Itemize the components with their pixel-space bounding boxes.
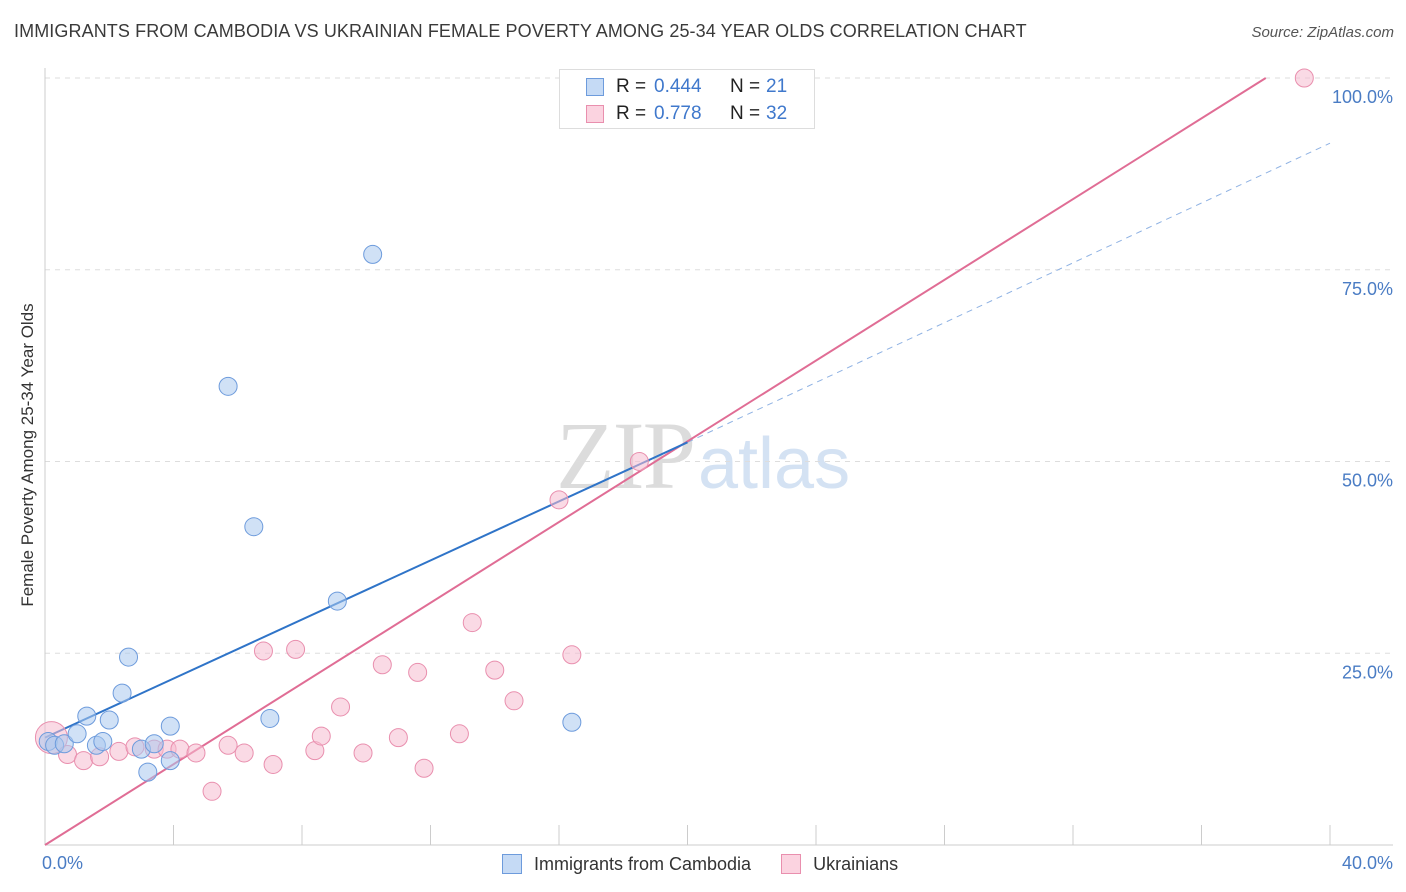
grid-lines	[45, 77, 1393, 654]
point-ukrainians	[462, 613, 482, 633]
point-ukrainians	[234, 743, 254, 763]
point-ukrainians	[311, 726, 331, 746]
point-ukrainians	[202, 781, 222, 801]
point-cambodia	[77, 706, 97, 726]
legend-swatch-ukrainians	[586, 105, 604, 123]
point-cambodia	[260, 708, 280, 728]
chart-title: IMMIGRANTS FROM CAMBODIA VS UKRAINIAN FE…	[14, 21, 1027, 41]
legend-n-value-ukrainians: 32	[766, 103, 788, 124]
legend-label-ukrainians: Ukrainians	[813, 853, 899, 874]
legend-swatch-cambodia	[502, 854, 522, 874]
data-points	[34, 68, 1314, 801]
point-cambodia	[327, 591, 347, 611]
series-legend: Immigrants from Cambodia Ukrainians	[502, 851, 928, 877]
point-cambodia	[54, 734, 74, 754]
trendline-ukrainians	[44, 77, 1267, 846]
tick-labels: 25.0% 50.0% 75.0% 100.0% 0.0% 40.0%	[42, 87, 1393, 873]
point-ukrainians	[286, 639, 306, 659]
point-ukrainians	[388, 728, 408, 748]
legend-r-label: R =	[616, 103, 647, 124]
y-tick-label: 100.0%	[1332, 87, 1393, 107]
source-label: Source: ZipAtlas.com	[1251, 24, 1394, 41]
point-cambodia	[363, 244, 383, 264]
point-ukrainians	[186, 743, 206, 763]
legend-swatch-ukrainians	[781, 854, 802, 874]
point-ukrainians	[218, 735, 238, 755]
legend-n-value-cambodia: 21	[766, 76, 788, 97]
point-ukrainians	[562, 645, 582, 665]
legend-item-ukrainians[interactable]: Ukrainians	[781, 854, 898, 875]
correlation-legend: R = 0.444 N = 21 R = 0.778 N = 32	[559, 69, 815, 129]
y-tick-label: 75.0%	[1342, 279, 1393, 299]
x-tick-label: 0.0%	[42, 853, 83, 873]
point-cambodia	[144, 734, 164, 754]
point-cambodia	[93, 731, 113, 751]
legend-n-label: N =	[730, 76, 761, 97]
point-ukrainians	[263, 754, 283, 774]
point-cambodia	[562, 712, 582, 732]
legend-row-ukrainians: R = 0.778 N = 32	[586, 102, 787, 126]
legend-swatch-cambodia	[586, 78, 604, 96]
legend-r-label: R =	[616, 76, 647, 97]
point-cambodia	[119, 647, 139, 667]
legend-item-cambodia[interactable]: Immigrants from Cambodia	[502, 854, 751, 875]
point-cambodia	[160, 716, 180, 736]
point-ukrainians	[372, 655, 392, 675]
point-ukrainians	[549, 490, 569, 510]
point-cambodia	[160, 751, 180, 771]
y-tick-label: 25.0%	[1342, 662, 1393, 682]
y-tick-label: 50.0%	[1342, 471, 1393, 491]
point-cambodia	[244, 517, 264, 537]
point-ukrainians	[408, 662, 428, 682]
x-tick-label: 40.0%	[1342, 853, 1393, 873]
trendline-cambodia-extension	[687, 142, 1331, 443]
point-ukrainians	[414, 758, 434, 778]
point-cambodia	[112, 683, 132, 703]
axes	[44, 68, 1393, 846]
point-ukrainians	[449, 724, 469, 744]
point-ukrainians	[331, 697, 351, 717]
point-cambodia	[99, 710, 119, 730]
point-ukrainians	[629, 452, 649, 471]
legend-label-cambodia: Immigrants from Cambodia	[534, 853, 752, 874]
point-ukrainians	[253, 641, 273, 661]
point-ukrainians	[74, 751, 94, 771]
point-cambodia	[218, 376, 238, 396]
point-ukrainians	[109, 741, 129, 761]
point-cambodia	[138, 762, 158, 782]
point-ukrainians	[485, 660, 505, 680]
legend-r-value-cambodia: 0.444	[654, 76, 702, 97]
point-cambodia	[67, 724, 87, 744]
trendline-cambodia	[44, 441, 688, 739]
legend-r-value-ukrainians: 0.778	[654, 103, 702, 124]
trend-lines	[44, 77, 1331, 846]
point-ukrainians	[504, 691, 524, 711]
legend-row-cambodia: R = 0.444 N = 21	[586, 75, 787, 99]
point-ukrainians	[353, 743, 373, 763]
point-ukrainians	[1294, 68, 1314, 88]
legend-n-label: N =	[730, 103, 761, 124]
